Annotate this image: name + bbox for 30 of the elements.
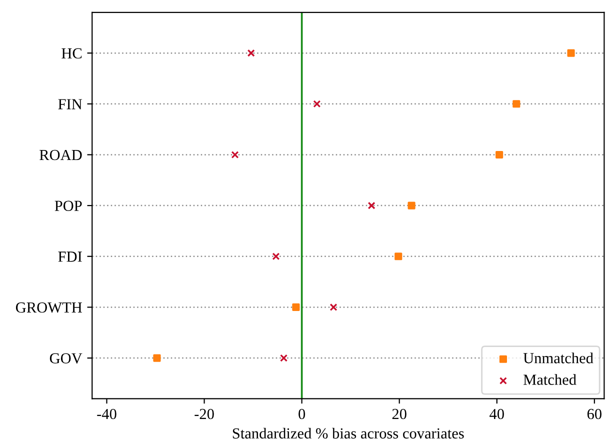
x-tick-label: 60 [587, 408, 602, 420]
legend-label: Matched [524, 374, 576, 385]
point [292, 303, 300, 311]
point [368, 202, 376, 210]
x-tick-label: -40 [97, 408, 116, 420]
point [231, 150, 239, 159]
y-tick-label: GOV [50, 353, 82, 364]
point [394, 252, 402, 260]
y-tick-label: POP [54, 200, 82, 212]
point [272, 252, 280, 260]
point [247, 49, 255, 57]
x-tick-label: 40 [490, 408, 504, 420]
y-tick-label: FIN [58, 99, 82, 110]
y-tick-label: FDI [58, 252, 82, 262]
y-tick-label: HC [62, 48, 82, 59]
x-tick-label: 20 [392, 408, 406, 420]
x-tick-label: 0 [298, 408, 306, 420]
point [280, 354, 288, 362]
point [408, 202, 416, 210]
x-tick-label: -20 [194, 408, 214, 420]
point [330, 303, 338, 311]
y-tick-label: ROAD [40, 150, 82, 160]
point [153, 354, 161, 362]
point [567, 49, 575, 57]
legend-label: Unmatched [523, 352, 594, 364]
point [512, 100, 520, 108]
x-axis-title: Standardized % bias across covariates [232, 428, 464, 439]
point [496, 150, 504, 159]
y-tick-label: GROWTH [16, 302, 82, 313]
point [313, 100, 321, 108]
